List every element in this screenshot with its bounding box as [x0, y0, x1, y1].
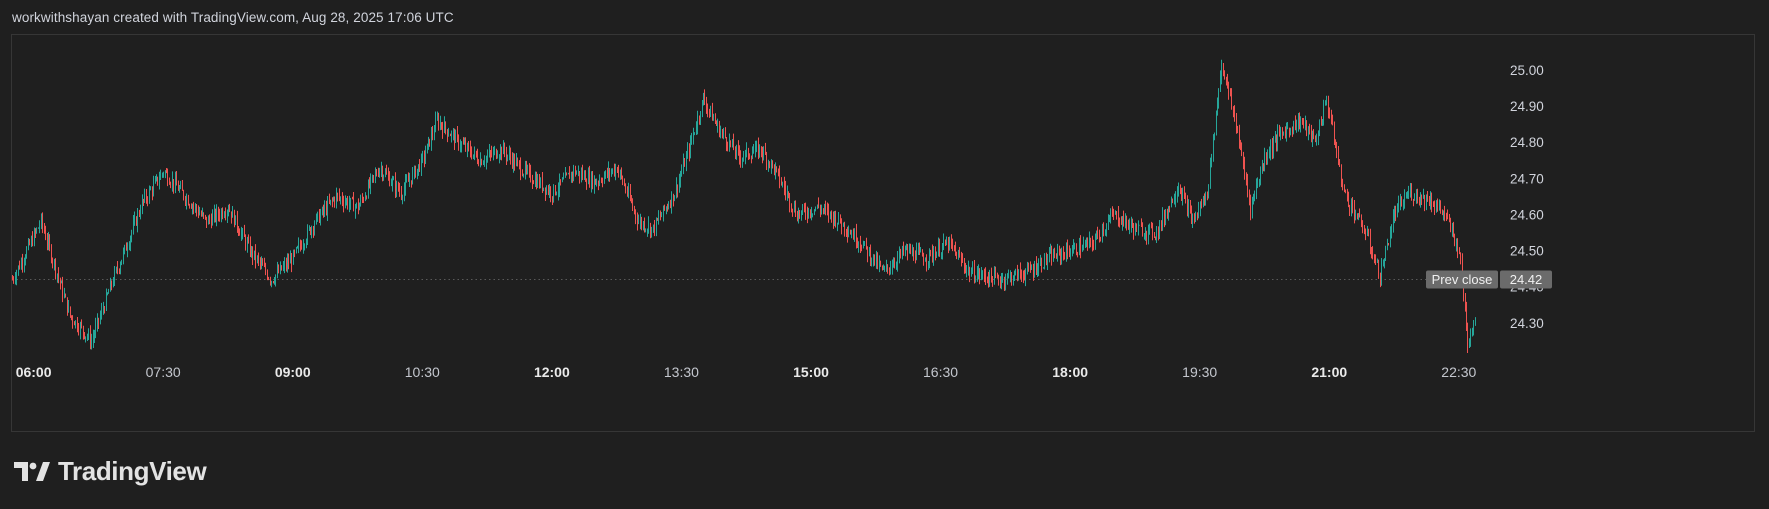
x-tick-label: 07:30 [146, 364, 181, 380]
x-tick-label: 09:00 [275, 364, 311, 380]
y-tick-label: 24.50 [1510, 244, 1544, 259]
y-tick-label: 24.90 [1510, 99, 1544, 114]
prev-close-value: 24.42 [1510, 272, 1543, 287]
y-tick-label: 24.30 [1510, 316, 1544, 331]
x-tick-label: 12:00 [534, 364, 570, 380]
x-tick-label: 13:30 [664, 364, 699, 380]
tradingview-brand: TradingView [14, 456, 207, 487]
y-tick-label: 24.80 [1510, 135, 1544, 150]
x-tick-label: 10:30 [405, 364, 440, 380]
x-tick-label: 22:30 [1441, 364, 1476, 380]
prev-close-badge [1426, 270, 1498, 289]
chart-panel[interactable]: 25.0024.9024.8024.7024.6024.5024.4024.30… [11, 34, 1755, 432]
y-tick-label: 24.70 [1510, 171, 1544, 186]
x-tick-label: 15:00 [793, 364, 829, 380]
x-tick-label: 21:00 [1311, 364, 1347, 380]
x-tick-label: 06:00 [16, 364, 52, 380]
x-tick-label: 16:30 [923, 364, 958, 380]
y-tick-label: 24.60 [1510, 207, 1544, 222]
prev-close-value-badge [1500, 270, 1552, 289]
price-chart[interactable]: 25.0024.9024.8024.7024.6024.5024.4024.30… [12, 35, 1756, 433]
x-tick-label: 18:00 [1052, 364, 1088, 380]
tradingview-logo-icon [14, 461, 50, 481]
chart-attribution: workwithshayan created with TradingView.… [12, 10, 454, 25]
prev-close-label: Prev close [1432, 272, 1493, 287]
x-tick-label: 19:30 [1182, 364, 1217, 380]
y-tick-label: 25.00 [1510, 63, 1544, 78]
brand-name: TradingView [58, 456, 207, 486]
